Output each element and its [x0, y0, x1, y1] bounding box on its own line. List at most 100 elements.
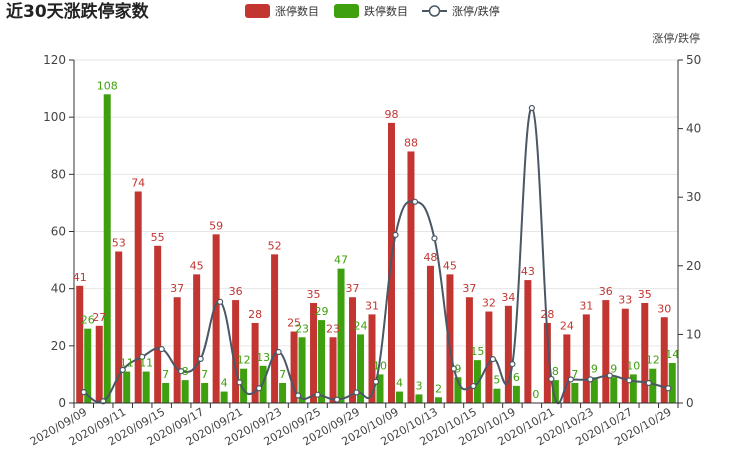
legend-item-limit-up[interactable]: 涨停数目 [245, 4, 319, 18]
bar-limit-down [240, 368, 248, 403]
bar-label-limit-down: 4 [396, 377, 403, 390]
ratio-point [567, 376, 574, 383]
right-y-tick-label: 0 [686, 396, 694, 410]
ratio-point [431, 235, 438, 242]
ratio-point [314, 391, 321, 398]
bar-limit-down [162, 382, 170, 403]
bar-limit-up [271, 254, 279, 403]
bar-label-limit-up: 37 [462, 282, 476, 295]
bar-label-limit-down: 26 [81, 314, 95, 327]
bar-limit-down [376, 374, 384, 403]
bar-label-limit-up: 36 [229, 285, 243, 298]
bar-limit-down [259, 365, 267, 403]
bar-label-limit-down: 47 [334, 254, 348, 267]
bar-limit-up [465, 297, 473, 403]
bar-limit-up [504, 305, 512, 403]
ratio-point [119, 366, 126, 374]
bar-limit-down [337, 268, 345, 403]
bar-label-limit-down: 8 [552, 365, 559, 378]
bar-limit-up [660, 317, 668, 403]
ratio-point [392, 231, 399, 239]
ratio-point [139, 353, 146, 360]
left-y-tick-label: 100 [43, 110, 66, 124]
bar-label-limit-down: 9 [610, 362, 617, 375]
bar-limit-up [115, 251, 123, 403]
bar-label-limit-down: 8 [182, 365, 189, 378]
bar-label-limit-up: 34 [501, 291, 515, 304]
bar-label-limit-down: 12 [237, 354, 251, 367]
bar-limit-down [279, 382, 287, 403]
bar-limit-down [434, 397, 442, 403]
bar-limit-up [134, 191, 142, 403]
bar-label-limit-down: 7 [571, 368, 578, 381]
bar-label-limit-down: 13 [256, 351, 270, 364]
left-y-tick-label: 40 [51, 282, 66, 296]
ratio-point [645, 379, 652, 387]
ratio-point [80, 389, 87, 396]
ratio-point [489, 355, 497, 363]
bar-label-limit-down: 5 [493, 374, 500, 387]
legend-item-limit-down[interactable]: 跌停数目 [334, 4, 408, 18]
right-y-tick-label: 50 [686, 53, 701, 67]
bar-limit-down [298, 337, 306, 403]
bar-limit-up [329, 337, 337, 403]
bar-limit-up [310, 302, 318, 403]
right-y-tick-label: 40 [686, 122, 701, 136]
bar-limit-down [84, 328, 92, 403]
bar-limit-down [610, 377, 618, 403]
ratio-point [528, 104, 535, 112]
bar-limit-up [212, 234, 220, 403]
bar-limit-up [154, 245, 162, 403]
bar-label-limit-up: 55 [151, 231, 165, 244]
legend-item-ratio[interactable]: 涨停/跌停 [422, 4, 500, 18]
bar-label-limit-up: 30 [657, 302, 671, 315]
bar-limit-down [668, 362, 676, 403]
bar-limit-down [201, 382, 209, 403]
ratio-point [587, 376, 594, 383]
bar-limit-up [232, 300, 240, 403]
ratio-point [333, 396, 341, 403]
bar-label-limit-up: 41 [73, 271, 87, 284]
bar-label-limit-down: 11 [120, 357, 134, 370]
right-y-tick-label: 20 [686, 259, 701, 273]
bar-label-limit-up: 24 [560, 319, 574, 332]
bar-limit-down [512, 385, 520, 403]
right-y-axis: 0 10 20 30 40 50 [677, 53, 701, 410]
bar-label-limit-up: 37 [170, 282, 184, 295]
ratio-point [158, 345, 165, 353]
ratio-point [509, 361, 516, 368]
bar-limit-up [251, 322, 259, 403]
legend[interactable]: 涨停数目 跌停数目 涨停/跌停 [245, 4, 500, 18]
bar-limit-down [571, 382, 579, 403]
right-y-tick-label: 10 [686, 327, 701, 341]
bar-limit-down [454, 377, 462, 403]
bar-label-limit-up: 33 [618, 294, 632, 307]
bar-limit-down [395, 391, 403, 403]
bar-label-limit-up: 88 [404, 136, 418, 149]
ratio-point [606, 372, 613, 379]
bar-label-limit-up: 48 [423, 251, 437, 264]
ratio-point [275, 348, 282, 356]
bar-label-limit-down: 12 [646, 354, 660, 367]
ratio-point [372, 378, 380, 385]
left-y-tick-label: 80 [51, 167, 66, 181]
bar-label-limit-down: 7 [279, 368, 286, 381]
ratio-point [470, 382, 477, 390]
bar-limit-up [290, 331, 298, 403]
bars [76, 94, 676, 404]
legend-marker-ratio [428, 5, 441, 17]
bar-label-limit-up: 31 [365, 299, 379, 312]
bar-label-limit-down: 24 [354, 319, 368, 332]
bar-label-limit-up: 25 [287, 317, 301, 330]
bar-limit-down [551, 380, 559, 403]
bar-label-limit-down: 3 [415, 379, 422, 392]
bar-label-limit-up: 28 [540, 308, 554, 321]
bar-limit-up [602, 300, 610, 403]
bar-label-limit-down: 4 [221, 377, 228, 390]
bar-limit-up [582, 314, 590, 403]
bar-label-limit-down: 23 [295, 322, 309, 335]
bar-limit-down [590, 377, 598, 403]
legend-label-limit-down: 跌停数目 [364, 4, 408, 18]
ratio-point [178, 368, 185, 375]
